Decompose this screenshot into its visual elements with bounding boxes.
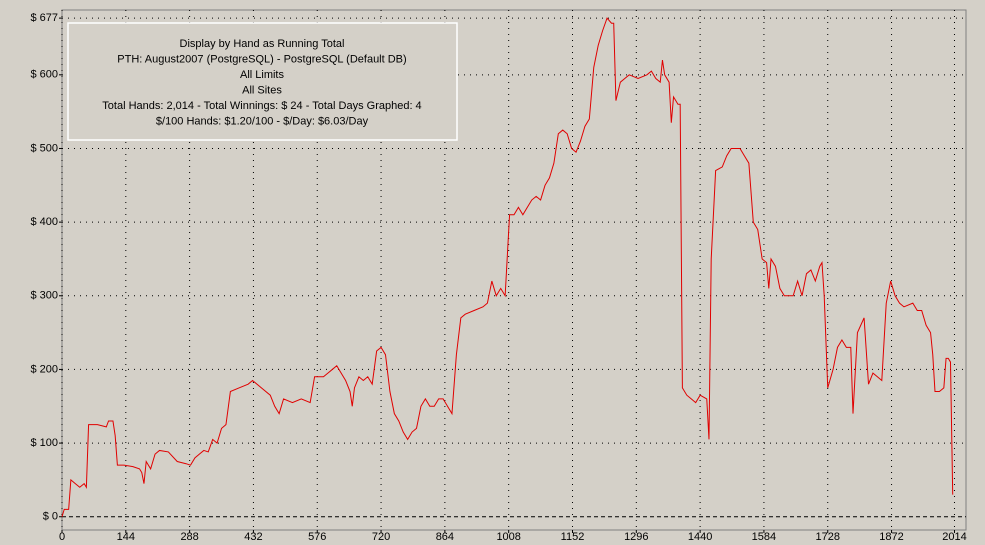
info-text: All Sites bbox=[242, 84, 282, 96]
info-text: PTH: August2007 (PostgreSQL) - PostgreSQ… bbox=[117, 53, 406, 65]
x-tick-label: 720 bbox=[372, 531, 390, 543]
x-tick-label: 432 bbox=[244, 531, 262, 543]
x-tick-label: 1728 bbox=[815, 531, 839, 543]
x-tick-label: 288 bbox=[180, 531, 198, 543]
x-tick-label: 576 bbox=[308, 531, 326, 543]
info-text: Display by Hand as Running Total bbox=[180, 38, 345, 50]
info-box: Display by Hand as Running Total PTH: Aug… bbox=[67, 22, 458, 141]
series-line bbox=[61, 17, 954, 517]
x-tick-label: 1152 bbox=[561, 531, 585, 543]
x-tick-label: 1872 bbox=[879, 531, 903, 543]
y-tick-label: $ 677 bbox=[30, 12, 58, 24]
x-tick-label: 1584 bbox=[752, 531, 776, 543]
info-text: Total Hands: 2,014 - Total Winnings: $ 2… bbox=[102, 100, 421, 112]
ticks: $ 0 $ 100 $ 200 $ 300 $ 400 $ 500 $ 600 $ 677 0 1… bbox=[30, 12, 966, 543]
info-text: All Limits bbox=[240, 69, 285, 81]
x-tick-label: 1440 bbox=[688, 531, 712, 543]
x-tick-label: 864 bbox=[436, 531, 454, 543]
y-tick-label: $ 500 bbox=[30, 142, 58, 154]
info-box-frame bbox=[67, 22, 458, 141]
x-tick-label: 144 bbox=[117, 531, 135, 543]
y-tick-label: $ 0 bbox=[43, 511, 58, 523]
x-tick-label: 1296 bbox=[624, 531, 648, 543]
x-tick-label: 2014 bbox=[942, 531, 966, 543]
lines bbox=[61, 17, 954, 517]
y-tick-label: $ 300 bbox=[30, 290, 58, 302]
x-tick-label: 1008 bbox=[496, 531, 520, 543]
y-tick-label: $ 600 bbox=[30, 69, 58, 81]
y-tick-label: $ 100 bbox=[30, 437, 58, 449]
info-text: $/100 Hands: $1.20/100 - $/Day: $6.03/Da… bbox=[156, 115, 369, 127]
y-tick-label: $ 400 bbox=[30, 216, 58, 228]
x-tick-label: 0 bbox=[59, 531, 65, 543]
y-tick-label: $ 200 bbox=[30, 363, 58, 375]
